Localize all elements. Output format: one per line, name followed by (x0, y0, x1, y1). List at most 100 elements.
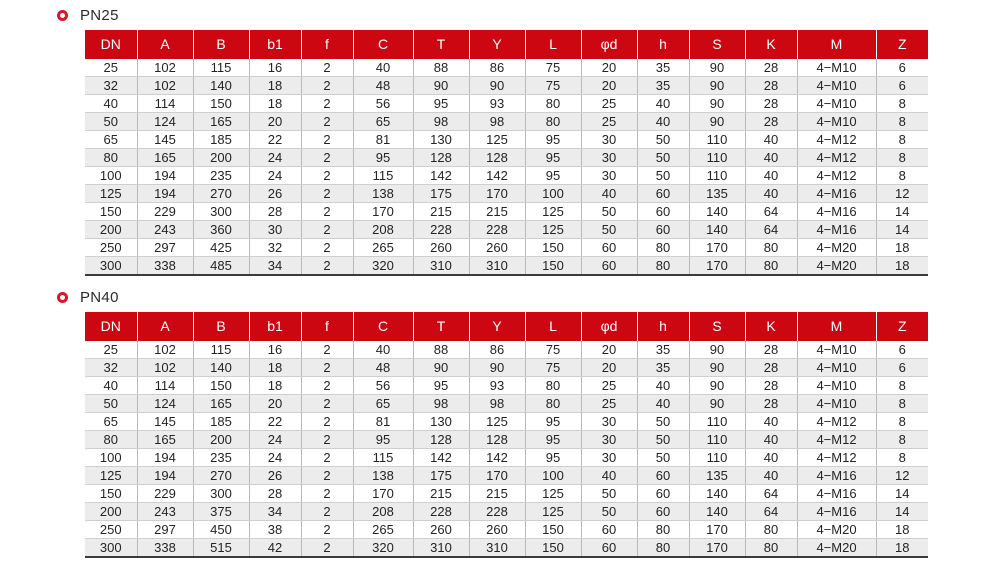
table-row: 150 229 300 28 2 170 215 215 125 50 60 140 64 4−M16 14 (85, 484, 928, 503)
cell-phi-d: 60 (581, 238, 638, 257)
cell-c: 138 (353, 184, 414, 203)
cell-m: 4−M16 (797, 184, 877, 203)
cell-s: 110 (689, 448, 746, 467)
cell-dn: 200 (85, 220, 138, 239)
cell-h: 60 (637, 202, 690, 221)
table-header-row-pn25: DN A B b1 f C T Y L φd h S K M Z (85, 30, 928, 59)
table-body-pn25: 25 102 115 16 2 40 88 86 75 20 35 90 28 4−M10 6 32 102 14… (85, 59, 928, 276)
cell-c: 170 (353, 484, 414, 503)
cell-dn: 65 (85, 130, 138, 149)
cell-k: 28 (745, 76, 798, 95)
table-row: 40 114 150 18 2 56 95 93 80 25 40 90 28 4−M10 8 (85, 94, 928, 113)
cell-y: 93 (469, 94, 526, 113)
ring-bullet-icon (57, 292, 68, 303)
cell-s: 90 (689, 112, 746, 131)
cell-h: 80 (637, 538, 690, 558)
table-row: 300 338 515 42 2 320 310 310 150 60 80 170 80 4−M20 18 (85, 538, 928, 558)
cell-s: 90 (689, 341, 746, 359)
column-header-phi-d: φd (581, 312, 638, 341)
cell-dn: 100 (85, 166, 138, 185)
cell-s: 170 (689, 520, 746, 539)
cell-c: 40 (353, 59, 414, 77)
cell-h: 35 (637, 358, 690, 377)
cell-phi-d: 60 (581, 538, 638, 558)
column-header-dn: DN (85, 30, 138, 59)
cell-y: 98 (469, 394, 526, 413)
cell-c: 208 (353, 502, 414, 521)
table-wrapper-pn25: DN A B b1 f C T Y L φd h S K M Z (85, 30, 928, 276)
cell-z: 6 (876, 341, 928, 359)
cell-a: 102 (137, 76, 194, 95)
cell-a: 165 (137, 430, 194, 449)
cell-b1: 16 (249, 341, 302, 359)
cell-l: 95 (525, 166, 582, 185)
table-row: 100 194 235 24 2 115 142 142 95 30 50 110 40 4−M12 8 (85, 166, 928, 185)
cell-m: 4−M10 (797, 112, 877, 131)
cell-b: 140 (193, 76, 250, 95)
cell-l: 150 (525, 256, 582, 276)
cell-y: 90 (469, 76, 526, 95)
cell-phi-d: 30 (581, 430, 638, 449)
cell-s: 140 (689, 202, 746, 221)
cell-b1: 18 (249, 76, 302, 95)
cell-b1: 24 (249, 166, 302, 185)
cell-b: 185 (193, 130, 250, 149)
cell-t: 130 (413, 412, 470, 431)
cell-s: 140 (689, 502, 746, 521)
cell-c: 56 (353, 376, 414, 395)
cell-t: 88 (413, 341, 470, 359)
column-header-m: M (797, 312, 877, 341)
cell-z: 6 (876, 358, 928, 377)
cell-s: 140 (689, 220, 746, 239)
cell-h: 60 (637, 466, 690, 485)
cell-m: 4−M12 (797, 448, 877, 467)
cell-f: 2 (301, 148, 354, 167)
cell-dn: 125 (85, 184, 138, 203)
column-header-a: A (137, 312, 194, 341)
cell-k: 80 (745, 238, 798, 257)
cell-b1: 34 (249, 256, 302, 276)
column-header-m: M (797, 30, 877, 59)
cell-a: 338 (137, 256, 194, 276)
cell-s: 135 (689, 184, 746, 203)
cell-f: 2 (301, 59, 354, 77)
column-header-a: A (137, 30, 194, 59)
cell-a: 194 (137, 448, 194, 467)
cell-b: 235 (193, 448, 250, 467)
cell-c: 81 (353, 412, 414, 431)
cell-s: 170 (689, 538, 746, 558)
cell-b: 200 (193, 148, 250, 167)
cell-a: 194 (137, 166, 194, 185)
cell-c: 320 (353, 538, 414, 558)
cell-m: 4−M16 (797, 502, 877, 521)
cell-b: 140 (193, 358, 250, 377)
column-header-c: C (353, 312, 414, 341)
cell-dn: 32 (85, 358, 138, 377)
cell-l: 95 (525, 412, 582, 431)
table-row: 250 297 425 32 2 265 260 260 150 60 80 170 80 4−M20 18 (85, 238, 928, 257)
cell-b1: 28 (249, 202, 302, 221)
cell-l: 125 (525, 484, 582, 503)
cell-f: 2 (301, 220, 354, 239)
column-header-dn: DN (85, 312, 138, 341)
cell-b1: 26 (249, 184, 302, 203)
cell-z: 12 (876, 466, 928, 485)
cell-h: 60 (637, 220, 690, 239)
cell-s: 110 (689, 130, 746, 149)
cell-m: 4−M20 (797, 256, 877, 276)
spec-table-pn25: DN A B b1 f C T Y L φd h S K M Z (85, 30, 928, 276)
cell-b: 485 (193, 256, 250, 276)
cell-c: 95 (353, 148, 414, 167)
cell-m: 4−M10 (797, 76, 877, 95)
cell-l: 80 (525, 94, 582, 113)
cell-t: 215 (413, 202, 470, 221)
cell-phi-d: 50 (581, 220, 638, 239)
cell-dn: 40 (85, 376, 138, 395)
cell-m: 4−M16 (797, 220, 877, 239)
cell-b1: 38 (249, 520, 302, 539)
cell-m: 4−M10 (797, 94, 877, 113)
table-row: 250 297 450 38 2 265 260 260 150 60 80 170 80 4−M20 18 (85, 520, 928, 539)
cell-b: 185 (193, 412, 250, 431)
cell-h: 60 (637, 484, 690, 503)
cell-t: 128 (413, 430, 470, 449)
